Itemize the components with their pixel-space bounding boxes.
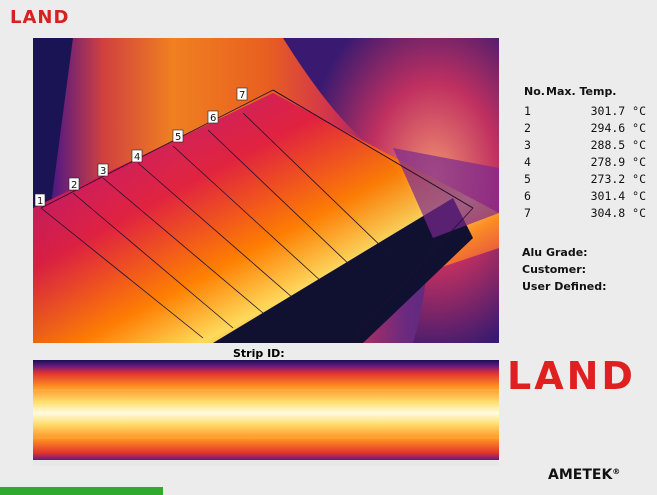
thermal-image[interactable]: 1 2 3 4 5 6 7 [33,38,499,343]
table-header: No. Max. Temp. [524,83,654,100]
ametek-logo: AMETEK® [548,467,620,483]
max-temp-table: No. Max. Temp. 1 301.7 °C 2 294.6 °C 3 288.… [524,83,654,221]
row-temp: 288.5 °C [590,137,646,152]
table-row: 4 278.9 °C [524,153,654,170]
row-no: 6 [524,188,531,203]
header-temp: Max. Temp. [546,85,617,98]
row-temp: 301.7 °C [590,103,646,118]
row-no: 4 [524,154,531,169]
marker-label: 7 [239,90,245,101]
marker-label: 5 [175,132,181,143]
row-no: 1 [524,103,531,118]
user-defined-label: User Defined: [522,280,607,293]
marker-label: 6 [210,113,216,124]
marker-label: 3 [100,166,106,177]
strip-metadata: Alu Grade: Customer: User Defined: [522,246,607,297]
marker-label: 1 [37,196,43,207]
row-no: 3 [524,137,531,152]
table-row: 2 294.6 °C [524,119,654,136]
row-temp: 301.4 °C [590,188,646,203]
ametek-registered-mark: ® [612,467,621,476]
row-temp: 278.9 °C [590,154,646,169]
header-no: No. [524,85,545,98]
strip-profile-svg [33,360,499,466]
row-temp: 294.6 °C [590,120,646,135]
row-temp: 304.8 °C [590,205,646,220]
table-row: 3 288.5 °C [524,136,654,153]
customer-label: Customer: [522,263,587,276]
land-logo-large: LAND [507,354,636,398]
table-row: 1 301.7 °C [524,102,654,119]
ametek-logo-text: AMETEK [548,467,613,483]
row-no: 2 [524,120,531,135]
row-temp: 273.2 °C [590,171,646,186]
thermal-svg: 1 2 3 4 5 6 7 [33,38,499,343]
marker-label: 4 [134,152,140,163]
table-row: 5 273.2 °C [524,170,654,187]
status-bar [0,487,163,495]
table-row: 7 304.8 °C [524,204,654,221]
row-no: 5 [524,171,531,186]
strip-profile-image[interactable] [33,360,499,466]
row-no: 7 [524,205,531,220]
strip-id-label: Strip ID: [233,347,285,360]
table-row: 6 301.4 °C [524,187,654,204]
alu-grade-label: Alu Grade: [522,246,588,259]
marker-label: 2 [71,180,77,191]
land-logo-small: LAND [10,7,70,28]
